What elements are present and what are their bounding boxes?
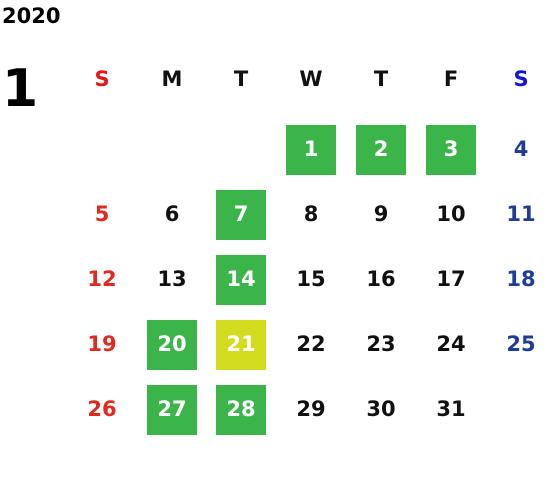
weekday-label: F (444, 67, 458, 91)
day-highlight (147, 385, 197, 435)
day-number: 14 (226, 267, 255, 291)
weekday-label: S (94, 67, 109, 91)
day-number: 31 (436, 397, 465, 421)
day-number: 28 (226, 397, 255, 421)
day-number: 13 (157, 267, 186, 291)
day-number: 19 (87, 332, 116, 356)
day-number: 16 (366, 267, 395, 291)
day-number: 5 (95, 202, 110, 226)
day-highlight (147, 320, 197, 370)
day-number: 3 (444, 137, 459, 161)
weekday-label: M (162, 67, 183, 91)
weekday-label: T (234, 67, 249, 91)
day-highlight (216, 255, 266, 305)
day-number: 20 (157, 332, 186, 356)
day-number: 25 (506, 332, 535, 356)
day-number: 17 (436, 267, 465, 291)
year: 2020 (2, 4, 60, 28)
day-number: 30 (366, 397, 395, 421)
day-number: 8 (304, 202, 319, 226)
day-number: 18 (506, 267, 535, 291)
day-highlight (216, 320, 266, 370)
day-number: 11 (506, 202, 535, 226)
day-number: 23 (366, 332, 395, 356)
day-number: 27 (157, 397, 186, 421)
weekday-label: T (374, 67, 389, 91)
day-number: 1 (304, 137, 319, 161)
day-number: 9 (374, 202, 389, 226)
month: 1 (2, 59, 38, 119)
day-number: 6 (165, 202, 180, 226)
day-highlight (426, 125, 476, 175)
day-highlight (216, 190, 266, 240)
day-highlight (216, 385, 266, 435)
day-number: 12 (87, 267, 116, 291)
day-number: 4 (514, 137, 529, 161)
day-number: 29 (296, 397, 325, 421)
day-highlight (286, 125, 336, 175)
weekday-label: W (299, 67, 322, 91)
day-number: 10 (436, 202, 465, 226)
weekday-label: S (513, 67, 528, 91)
day-highlight (356, 125, 406, 175)
day-number: 22 (296, 332, 325, 356)
day-number: 7 (234, 202, 249, 226)
day-number: 15 (296, 267, 325, 291)
day-number: 21 (226, 332, 255, 356)
day-number: 24 (436, 332, 465, 356)
day-number: 2 (374, 137, 389, 161)
day-number: 26 (87, 397, 116, 421)
